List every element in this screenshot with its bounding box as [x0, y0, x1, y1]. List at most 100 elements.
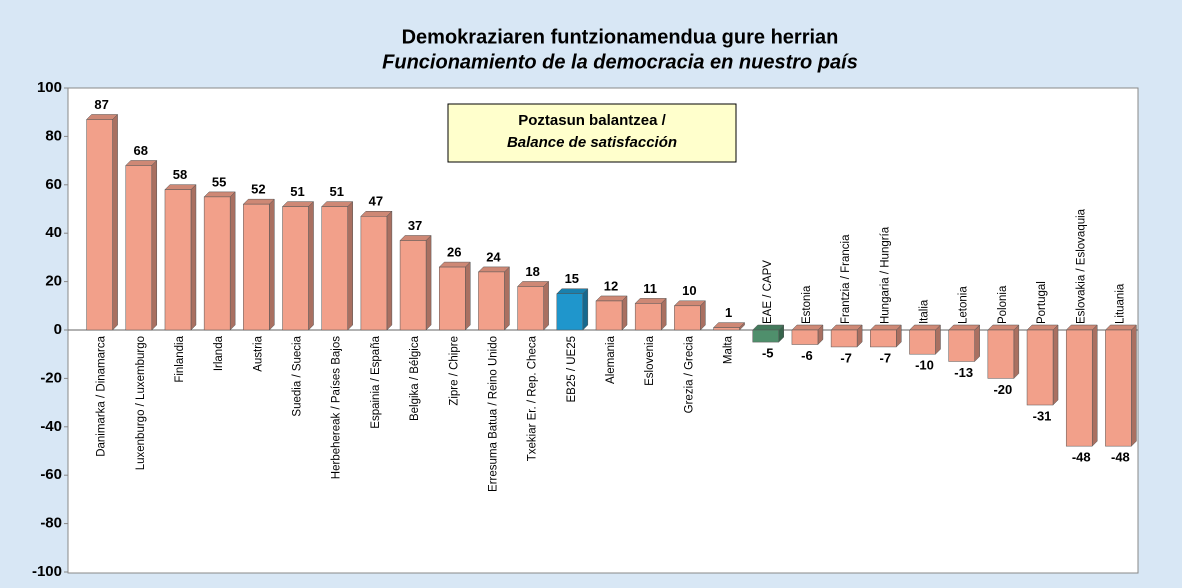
bar-side [1131, 324, 1137, 447]
x-tick-label: Finlandia [174, 335, 186, 382]
bar [713, 327, 740, 331]
x-tick-label: Polonia [997, 285, 1009, 324]
bar [282, 206, 309, 331]
bar-top [752, 324, 785, 331]
x-tick-label: Alemania [605, 335, 617, 384]
x-tick-label: Lituania [1114, 283, 1126, 324]
annotation: Balance de satisfacción [507, 134, 677, 151]
bar-side [543, 280, 549, 331]
bar-side [269, 198, 275, 331]
value-label: 58 [173, 167, 187, 182]
bar [1105, 329, 1132, 447]
bar-side [112, 113, 118, 331]
bar [203, 196, 231, 331]
bar-side [582, 288, 589, 331]
x-tick-label: Italia [919, 299, 931, 324]
x-tick-label: Estonia [801, 285, 813, 324]
value-label: 87 [94, 97, 108, 112]
bar-side [229, 191, 236, 331]
bar [399, 240, 427, 331]
value-label: 51 [329, 184, 343, 199]
bar-top [556, 288, 589, 294]
value-label: 12 [604, 278, 618, 293]
bar [556, 293, 584, 331]
x-tick-label: Belgika / Bélgica [409, 335, 421, 421]
value-label: 15 [565, 271, 579, 286]
annotation-box [447, 103, 737, 163]
bar-side [190, 184, 197, 331]
bar-top [634, 298, 667, 304]
value-label: 11 [643, 281, 657, 296]
bar-side [660, 297, 667, 331]
bar-side [151, 159, 158, 331]
x-tick-label: Zipre / Chipre [448, 336, 460, 406]
bar [243, 203, 270, 331]
bar-top [164, 184, 197, 190]
annotation: Poztasun balantzea / [518, 112, 666, 129]
value-label: -48 [1072, 450, 1091, 465]
x-tick-label: Austria [252, 335, 264, 371]
y-tick-label: -60 [40, 466, 62, 483]
bar-side [504, 266, 510, 331]
value-label: 52 [251, 182, 265, 197]
bar-side [347, 200, 353, 331]
bar [987, 329, 1015, 379]
bar-side [386, 210, 393, 331]
bar-side [974, 324, 980, 363]
bar-top [1065, 324, 1098, 331]
x-tick-label: Txekiar Er. / Rep. Checa [527, 335, 539, 461]
bar-side [1013, 324, 1020, 380]
value-label: -48 [1111, 450, 1130, 465]
x-tick-label: Danimarka / Dinamarca [96, 335, 108, 456]
value-label: 47 [369, 194, 383, 209]
y-tick-label: 60 [45, 176, 62, 193]
x-tick-label: Erresuma Batua / Reino Unido [487, 336, 499, 492]
x-tick-label: Eslovenia [644, 335, 656, 385]
value-label: 24 [486, 249, 501, 264]
y-tick-label: 0 [54, 321, 62, 338]
y-tick-label: 80 [45, 127, 62, 144]
bar-top [517, 281, 550, 287]
value-label: -20 [993, 382, 1012, 397]
bar-top [203, 191, 236, 198]
value-label: -31 [1033, 408, 1052, 423]
bar [1065, 329, 1093, 447]
value-label: -5 [762, 346, 774, 361]
bar-side [465, 261, 471, 331]
bar [478, 271, 505, 331]
value-label: -7 [840, 350, 852, 365]
bar-top [869, 324, 902, 331]
y-tick-label: -20 [40, 369, 62, 386]
x-tick-label: EAE / CAPV [762, 260, 774, 324]
bar [634, 303, 662, 331]
bar [674, 305, 701, 331]
bar-side [425, 234, 432, 331]
x-tick-label: Suedia / Suecia [292, 335, 304, 416]
bar-top [438, 261, 471, 268]
bar-top [791, 324, 824, 331]
bar-top [987, 324, 1020, 331]
bar [164, 189, 192, 331]
bar-top [1104, 324, 1138, 331]
chart-title: Demokraziaren funtzionamendua gure herri… [402, 26, 839, 48]
bar [439, 266, 466, 331]
bar [752, 329, 779, 343]
bar [517, 286, 544, 331]
y-tick-label: -80 [40, 515, 62, 532]
bar-top [712, 322, 746, 328]
bar [321, 206, 348, 331]
y-tick-label: 20 [45, 273, 62, 290]
x-tick-label: Eslovakia / Eslovaquia [1075, 208, 1087, 324]
bar [830, 329, 858, 348]
bar-top [281, 201, 315, 207]
x-tick-label: EB25 / UE25 [566, 336, 578, 402]
chart-subtitle: Funcionamiento de la democracia en nuest… [382, 51, 858, 73]
value-label: 26 [447, 245, 461, 260]
bar [125, 165, 153, 331]
bar-top [321, 201, 354, 207]
x-tick-label: Frantzia / Francia [840, 234, 852, 324]
x-tick-label: Hungaria / Hungría [879, 226, 891, 324]
bar-side [308, 200, 314, 331]
value-label: -6 [801, 348, 813, 363]
bar-side [1052, 324, 1059, 406]
